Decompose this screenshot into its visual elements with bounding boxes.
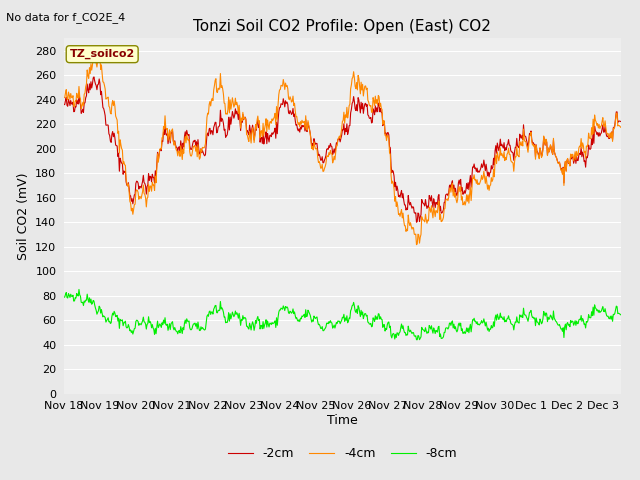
Y-axis label: Soil CO2 (mV): Soil CO2 (mV) [17,172,29,260]
Text: TZ_soilco2: TZ_soilco2 [70,49,135,60]
Legend: -2cm, -4cm, -8cm: -2cm, -4cm, -8cm [223,443,462,466]
Text: No data for f_CO2E_4: No data for f_CO2E_4 [6,12,125,23]
Line: -8cm: -8cm [64,289,621,340]
Title: Tonzi Soil CO2 Profile: Open (East) CO2: Tonzi Soil CO2 Profile: Open (East) CO2 [193,20,492,35]
Line: -4cm: -4cm [64,53,621,245]
Line: -2cm: -2cm [64,77,621,222]
X-axis label: Time: Time [327,414,358,427]
